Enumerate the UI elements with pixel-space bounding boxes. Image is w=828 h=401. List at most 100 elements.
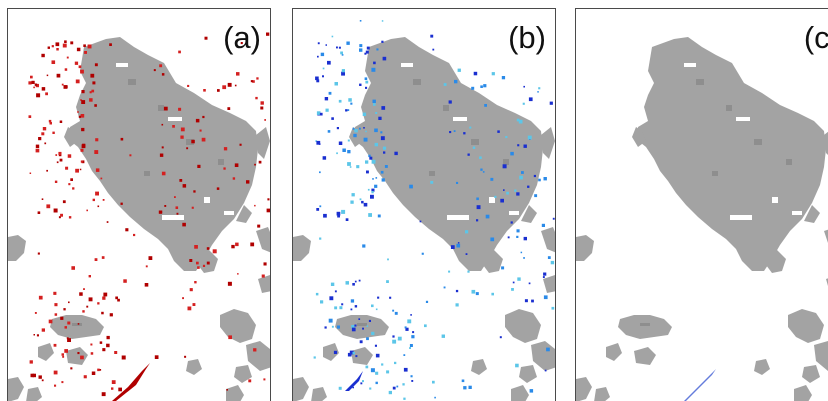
detection-dot <box>365 160 369 164</box>
detection-dot <box>256 77 259 80</box>
detection-dot <box>76 47 81 52</box>
detection-dot <box>476 219 479 222</box>
detection-dot <box>109 313 113 317</box>
detection-dot <box>64 85 68 89</box>
detection-dot <box>30 75 33 79</box>
detection-dot <box>374 184 378 188</box>
detection-dot <box>484 104 487 107</box>
detection-dot <box>41 53 45 58</box>
detection-dot <box>364 77 368 80</box>
detection-dot <box>267 198 270 201</box>
detection-dot <box>362 380 364 383</box>
detection-dot <box>351 193 355 197</box>
detection-dot <box>204 36 208 40</box>
detection-dot <box>507 236 510 239</box>
detection-dot <box>319 237 322 240</box>
detection-dot <box>193 190 196 193</box>
detection-dot <box>516 229 520 233</box>
detection-dot <box>359 48 363 52</box>
detection-dot <box>350 200 354 204</box>
detection-dot <box>227 82 232 87</box>
detection-dot <box>253 348 257 352</box>
detection-dot <box>75 79 80 84</box>
detection-dot <box>546 347 550 352</box>
detection-dot <box>544 369 547 372</box>
detection-dot <box>56 73 61 78</box>
detection-dot <box>79 168 82 171</box>
detection-dot <box>182 297 184 300</box>
detection-dot <box>494 195 497 198</box>
detection-dot <box>338 46 341 49</box>
detection-dot <box>485 214 490 219</box>
detection-dot <box>189 288 193 292</box>
detection-dot <box>223 167 226 170</box>
detection-dot <box>386 280 389 283</box>
detection-dot <box>189 259 193 262</box>
detection-dot <box>320 300 324 304</box>
detection-dot <box>472 146 476 149</box>
detection-dot <box>375 308 378 311</box>
detection-dot <box>369 156 373 160</box>
detection-dot <box>425 300 429 303</box>
detection-dot <box>77 111 79 113</box>
red-detection-dots <box>28 32 270 397</box>
detection-dot <box>38 137 42 141</box>
detection-dot <box>78 115 81 118</box>
detection-dot <box>359 198 362 201</box>
detection-dot <box>370 194 374 199</box>
detection-dot <box>347 139 350 142</box>
detection-dot <box>36 93 41 98</box>
detection-dot <box>336 325 340 329</box>
detection-dot <box>72 187 75 190</box>
detection-dot <box>51 60 56 64</box>
detection-dot <box>371 67 376 72</box>
detection-dot <box>62 200 66 204</box>
detection-dot <box>49 122 52 125</box>
detection-dot <box>345 109 348 112</box>
detection-dot <box>448 270 451 273</box>
detection-dot <box>524 299 528 303</box>
detection-dot <box>161 146 164 149</box>
detection-dot <box>80 69 84 74</box>
detection-dot <box>231 244 235 249</box>
detection-dot <box>376 48 379 51</box>
detection-dot <box>324 97 329 101</box>
detection-dot <box>53 291 57 295</box>
detection-dot <box>102 199 105 201</box>
detection-dot <box>375 112 378 114</box>
detection-dot <box>348 98 352 102</box>
detection-dot <box>322 67 325 70</box>
detection-dot <box>392 309 395 312</box>
detection-dot <box>56 48 59 51</box>
detection-dot <box>64 68 68 71</box>
detection-dot <box>163 106 168 111</box>
detection-dot <box>325 44 327 46</box>
detection-dot <box>358 318 361 320</box>
detection-dot <box>364 52 367 55</box>
detection-dot <box>203 89 206 92</box>
detection-dot <box>396 385 399 388</box>
detection-dot <box>90 73 95 78</box>
detection-dot <box>347 162 351 166</box>
detection-dot <box>328 91 332 95</box>
detection-dot <box>182 222 186 227</box>
detection-dot <box>55 154 58 156</box>
detection-dot <box>80 160 83 163</box>
detection-dot <box>63 308 66 311</box>
detection-dot <box>81 90 85 94</box>
detection-dot <box>375 353 380 358</box>
detection-dot <box>392 339 397 344</box>
detection-dot <box>66 56 69 59</box>
detection-dot <box>92 198 95 202</box>
detection-dot <box>263 262 267 266</box>
detection-dot <box>374 344 377 347</box>
detection-dot <box>106 335 110 340</box>
detection-dot <box>360 382 363 385</box>
detection-dot <box>35 83 39 88</box>
detection-dot <box>337 214 340 218</box>
detection-dot <box>365 86 368 89</box>
detection-dot <box>514 189 517 192</box>
detection-dot <box>92 81 96 85</box>
detection-dot <box>319 205 322 208</box>
red-streak <box>112 363 150 401</box>
